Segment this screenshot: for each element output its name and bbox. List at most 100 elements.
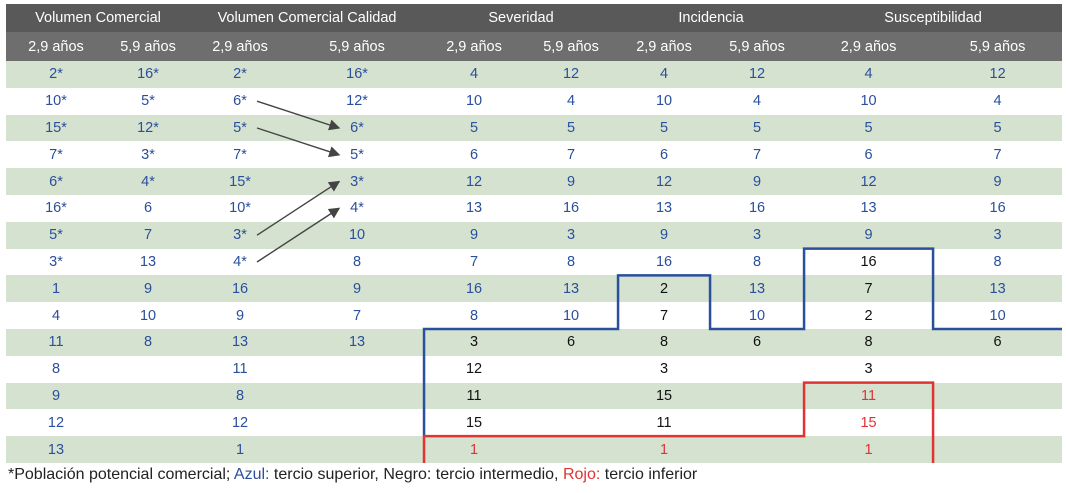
footnote-azul: Azul: <box>233 466 270 483</box>
age-header: 5,9 años <box>710 32 805 61</box>
table-row: 2* 16* 2* 16* 4 12 4 12 4 12 <box>6 61 1063 88</box>
group-header: Volumen Comercial Calidad <box>190 4 425 32</box>
table-cell: 1 <box>804 436 934 463</box>
table-cell <box>933 436 1063 463</box>
table-cell <box>524 382 619 410</box>
table-cell: 4 <box>424 61 525 88</box>
table-cell: 6 <box>424 141 525 169</box>
table-cell: 12 <box>6 409 106 437</box>
table-cell <box>710 382 805 410</box>
table-cell: 16* <box>290 61 425 88</box>
table-row: 6* 4* 15* 3* 12 9 12 9 12 9 <box>6 168 1063 195</box>
group-header: Volumen Comercial <box>6 4 191 32</box>
table-cell: 5* <box>190 114 291 142</box>
table-row: 10* 5* 6* 12* 10 4 10 4 10 4 <box>6 87 1063 115</box>
table-cell: 12 <box>710 61 805 88</box>
table-cell: 8 <box>190 382 291 410</box>
ranking-table: Volumen Comercial Volumen Comercial Cali… <box>6 4 1063 463</box>
table-cell: 16* <box>106 61 191 88</box>
table-cell: 11 <box>6 328 106 356</box>
table-cell: 13 <box>190 328 291 356</box>
age-header: 5,9 años <box>106 32 191 61</box>
table-row: 12 12 15 11 15 <box>6 409 1063 437</box>
table-cell: 4 <box>710 87 805 115</box>
table-cell: 7 <box>106 221 191 249</box>
table-cell: 3 <box>424 328 525 356</box>
table-cell: 6* <box>190 87 291 115</box>
table-cell: 2 <box>618 275 711 303</box>
table-cell: 9 <box>618 221 711 249</box>
table-cell: 9 <box>190 302 291 329</box>
table-cell: 11 <box>424 382 525 410</box>
table-cell: 7 <box>618 302 711 329</box>
table-cell: 7* <box>190 141 291 169</box>
table-cell <box>710 355 805 383</box>
table-cell: 10* <box>6 87 106 115</box>
table-cell: 9 <box>424 221 525 249</box>
table-cell <box>933 355 1063 383</box>
table-cell: 13 <box>290 328 425 356</box>
table-cell <box>106 436 191 463</box>
table-cell: 5 <box>804 114 934 142</box>
table-cell: 7 <box>524 141 619 169</box>
table-cell <box>106 409 191 437</box>
table-cell: 3 <box>804 355 934 383</box>
table-cell: 3* <box>6 248 106 276</box>
table-cell: 3 <box>524 221 619 249</box>
table-cell: 8 <box>804 328 934 356</box>
table-cell <box>290 409 425 437</box>
table-cell: 12* <box>106 114 191 142</box>
table-cell <box>106 355 191 383</box>
footnote-text: tercio superior, Negro: tercio intermedi… <box>269 466 563 483</box>
table-cell: 1 <box>6 275 106 303</box>
table-row: 7* 3* 7* 5* 6 7 6 7 6 7 <box>6 141 1063 169</box>
table-cell: 9 <box>933 168 1063 195</box>
table-cell: 9 <box>290 275 425 303</box>
group-header-row: Volumen Comercial Volumen Comercial Cali… <box>6 4 1063 32</box>
table-cell: 4* <box>106 168 191 195</box>
table-cell <box>524 436 619 463</box>
table-cell: 15* <box>6 114 106 142</box>
table-cell: 6* <box>6 168 106 195</box>
footnote-text: tercio inferior <box>600 466 698 483</box>
table-cell: 12* <box>290 87 425 115</box>
table-cell: 13 <box>710 275 805 303</box>
table-cell: 3* <box>190 221 291 249</box>
group-header: Severidad <box>424 4 619 32</box>
table-cell: 13 <box>933 275 1063 303</box>
table-cell: 3* <box>106 141 191 169</box>
table-cell: 7 <box>290 302 425 329</box>
table-cell: 9 <box>6 382 106 410</box>
table-cell: 10* <box>190 194 291 222</box>
table-cell <box>290 436 425 463</box>
table-row: 3* 13 4* 8 7 8 16 8 16 8 <box>6 248 1063 276</box>
table-cell: 15 <box>424 409 525 437</box>
table-cell: 1 <box>618 436 711 463</box>
table-cell: 5 <box>524 114 619 142</box>
table-cell: 8 <box>933 248 1063 276</box>
table-cell: 16 <box>190 275 291 303</box>
footnote-text: *Población potencial comercial; <box>8 466 234 483</box>
table-cell: 5 <box>933 114 1063 142</box>
table-cell: 10 <box>524 302 619 329</box>
table-cell: 3 <box>710 221 805 249</box>
results-table-container: Volumen Comercial Volumen Comercial Cali… <box>6 4 1063 463</box>
group-header: Susceptibilidad <box>804 4 1063 32</box>
table-cell: 10 <box>710 302 805 329</box>
table-cell: 8 <box>424 302 525 329</box>
footnote-rojo: Rojo: <box>562 466 601 483</box>
table-cell: 8 <box>106 328 191 356</box>
table-cell: 13 <box>106 248 191 276</box>
table-row: 1 9 16 9 16 13 2 13 7 13 <box>6 275 1063 303</box>
table-cell: 13 <box>424 194 525 222</box>
table-row: 15* 12* 5* 6* 5 5 5 5 5 5 <box>6 114 1063 142</box>
table-cell: 7 <box>424 248 525 276</box>
table-cell: 12 <box>618 168 711 195</box>
table-cell: 3 <box>618 355 711 383</box>
group-header: Incidencia <box>618 4 805 32</box>
table-cell: 6 <box>618 141 711 169</box>
table-cell: 4 <box>524 87 619 115</box>
age-header: 5,9 años <box>933 32 1063 61</box>
table-cell: 6 <box>933 328 1063 356</box>
table-cell: 15 <box>618 382 711 410</box>
